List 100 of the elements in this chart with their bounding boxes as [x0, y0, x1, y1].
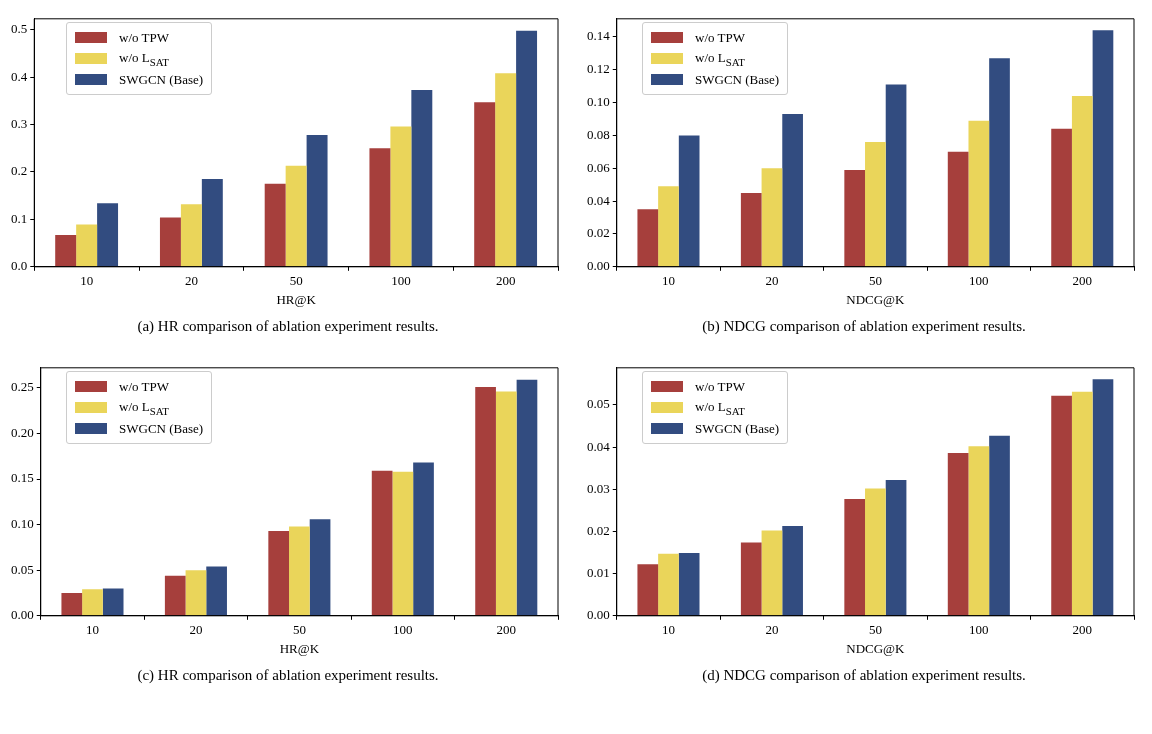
bar [97, 203, 119, 267]
bar [740, 192, 762, 267]
x-tick-label: 200 [1072, 273, 1093, 289]
bar [844, 498, 866, 616]
y-tick-label: 0.12 [587, 61, 610, 77]
bar [968, 446, 990, 616]
bar [264, 183, 286, 267]
bar [658, 553, 679, 616]
bar [782, 525, 803, 616]
bar [102, 588, 124, 616]
bar [658, 186, 679, 267]
bar [740, 542, 762, 616]
y-tick-label: 0.0 [11, 258, 28, 274]
bar [371, 470, 393, 616]
y-tick-label: 0.00 [587, 607, 610, 623]
bar [885, 84, 907, 267]
legend-label: w/o L$_{SAT}$ [119, 398, 169, 417]
bar [390, 126, 412, 267]
bar [885, 479, 907, 616]
bar [164, 575, 186, 616]
x-tick-label: 200 [495, 273, 516, 289]
x-tick-label: 50 [292, 622, 306, 638]
bar [76, 224, 98, 267]
y-tick-label: 0.25 [11, 379, 34, 395]
x-tick-label: 10 [80, 273, 94, 289]
bar [1092, 379, 1114, 616]
legend-label: SWGCN (Base) [695, 71, 780, 88]
bar [61, 593, 83, 616]
bar [309, 519, 331, 616]
bar [495, 73, 517, 267]
legend-label: SWGCN (Base) [119, 420, 204, 437]
bar [55, 235, 77, 267]
x-tick-label: 50 [868, 273, 882, 289]
bar [268, 531, 290, 616]
legend-label: w/o TPW [695, 378, 745, 395]
y-tick-label: 0.04 [587, 438, 611, 454]
y-tick-label: 0.06 [587, 159, 611, 175]
bar [516, 30, 538, 267]
x-tick-label: 10 [661, 273, 675, 289]
bar [475, 386, 496, 616]
bar [761, 530, 783, 616]
bar [289, 526, 310, 616]
x-tick-label: 100 [391, 273, 411, 289]
y-tick-label: 0.05 [11, 561, 34, 577]
legend-label: w/o L$_{SAT}$ [695, 49, 745, 68]
x-tick-label: 50 [289, 273, 303, 289]
bar [637, 209, 659, 267]
y-tick-label: 0.14 [587, 28, 611, 44]
x-tick-label: 50 [868, 622, 882, 638]
bar [474, 102, 496, 267]
y-tick-label: 0.5 [11, 21, 28, 37]
x-tick-label: 100 [969, 622, 989, 638]
bar [82, 589, 103, 616]
bar [180, 204, 202, 267]
x-tick-label: 100 [969, 273, 989, 289]
bar [947, 453, 969, 616]
bar [678, 552, 700, 616]
bar [1071, 391, 1093, 616]
bar [201, 179, 223, 267]
bar [185, 570, 207, 616]
bar [1051, 128, 1072, 267]
x-axis-title: NDCG@K [846, 640, 906, 656]
text: (a) HR comparison of ablation experiment results. [136, 318, 440, 335]
y-tick-label: 0.1 [11, 210, 28, 226]
y-tick-label: 0.05 [587, 396, 610, 412]
bar [1051, 395, 1072, 616]
x-tick-label: 200 [496, 622, 517, 638]
bar [1071, 95, 1093, 267]
text: (d) NDCG comparison of ablation experiment results. [701, 667, 1027, 684]
bar [989, 58, 1010, 267]
y-tick-label: 0.10 [587, 93, 610, 109]
bar [516, 379, 538, 616]
x-tick-label: 10 [661, 622, 675, 638]
bar [865, 488, 886, 616]
x-axis-title: HR@K [279, 640, 320, 656]
bar [678, 135, 700, 267]
bar [411, 89, 433, 267]
x-tick-label: 200 [1072, 622, 1093, 638]
legend-label: SWGCN (Base) [695, 420, 780, 437]
y-tick-label: 0.00 [587, 258, 610, 274]
legend-label: w/o TPW [695, 29, 745, 46]
bar [782, 114, 803, 267]
bar [844, 169, 866, 267]
y-tick-label: 0.01 [587, 565, 610, 581]
text: (b) NDCG comparison of ablation experiment results. [701, 318, 1027, 335]
bar [285, 165, 307, 267]
bar [947, 151, 969, 267]
x-tick-label: 20 [765, 622, 779, 638]
bar [413, 462, 434, 616]
y-tick-label: 0.15 [11, 470, 34, 486]
x-tick-label: 20 [765, 273, 779, 289]
legend-label: w/o L$_{SAT}$ [695, 398, 745, 417]
x-tick-label: 20 [184, 273, 198, 289]
y-tick-label: 0.04 [587, 192, 611, 208]
x-tick-label: 10 [85, 622, 99, 638]
bar [761, 168, 783, 267]
bar [206, 566, 227, 616]
bar [306, 134, 328, 267]
y-tick-label: 0.00 [11, 607, 34, 623]
bar [637, 564, 659, 616]
